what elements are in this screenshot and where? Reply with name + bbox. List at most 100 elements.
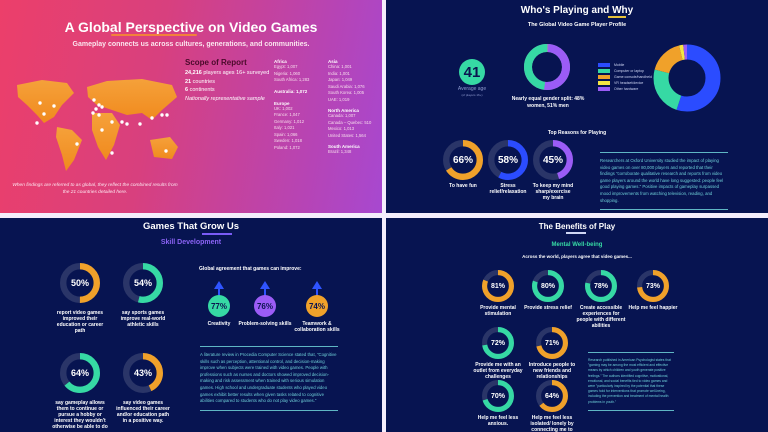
- ring-chart: [536, 380, 568, 412]
- ring-label: Introduce people to new friends and rela…: [528, 362, 576, 380]
- percent-ring: 45%: [533, 140, 573, 180]
- up-arrow-icon: [260, 281, 270, 289]
- percent-ring: 66%: [443, 140, 483, 180]
- scope-heading: Scope of Report: [185, 58, 247, 67]
- ring-percent: 50%: [70, 278, 89, 288]
- ring-fill: [536, 327, 568, 359]
- ring-label: say video games influenced their career …: [116, 400, 170, 424]
- oxford-paragraph: Researchers at Oxford University studied…: [600, 152, 728, 211]
- whos-playing-panel: Who's Playing and Why The Global Video G…: [386, 0, 768, 213]
- region-list-left: Africa Egypt: 1,007 Nigeria: 1,060 South A…: [274, 59, 326, 151]
- legend-swatch: [598, 63, 610, 67]
- ring-fill: [482, 270, 514, 302]
- percent-ring: 71%: [536, 327, 568, 359]
- ring-chart: [123, 263, 163, 303]
- panel-title: The Benefits of Play: [538, 222, 616, 231]
- players-text: players ages 16+ surveyed: [203, 70, 270, 76]
- scope-of-report: Scope of Report 24,216 players ages 16+ …: [185, 58, 270, 103]
- legend-label: Other hardware: [614, 87, 639, 91]
- map-north-america: [17, 80, 74, 123]
- ring-label: say gameplay allows them to continue or …: [52, 400, 108, 430]
- continents-text: continents: [189, 87, 215, 93]
- agreement-heading: Global agreement that games can improve:: [199, 266, 302, 272]
- gender-men-segment: [524, 44, 570, 90]
- ring-fill: [532, 270, 564, 302]
- ring-percent: 43%: [133, 368, 152, 378]
- legend-swatch: [598, 69, 610, 73]
- panel-title: Who's Playing and Why: [520, 5, 634, 16]
- ring-percent: 81%: [490, 282, 505, 290]
- region-europe: Europe UK: 1,002 France: 1,047 Germany: 1,…: [274, 100, 305, 150]
- average-age-label: Average age: [457, 86, 487, 92]
- percent-ring: 73%: [637, 270, 669, 302]
- ring-label: Help me feel happier: [628, 305, 678, 311]
- ring-fill: [533, 140, 573, 180]
- country-markers: [35, 98, 169, 155]
- legend-swatch: [598, 87, 610, 91]
- skill-label: Creativity: [207, 321, 231, 327]
- skill-percent-badge: 77%: [208, 295, 230, 317]
- legend-swatch: [598, 81, 610, 85]
- skill-label: Teamwork & collaboration skills: [294, 321, 340, 333]
- footnote: When findings are referred to as global,…: [12, 183, 178, 195]
- device-segment-4: [653, 44, 721, 112]
- device-legend: Mobile Computer or laptop Game console/han…: [598, 62, 652, 92]
- gender-women-segment: [524, 44, 570, 90]
- ring-percent: 54%: [133, 278, 152, 288]
- panel-title: A Global Perspective on Video Games: [64, 19, 318, 35]
- title-underline: [566, 232, 586, 234]
- device-segment-1: [653, 44, 721, 112]
- percent-ring: 80%: [532, 270, 564, 302]
- percent-ring: 78%: [585, 270, 617, 302]
- ring-chart: [488, 140, 528, 180]
- percent-ring: 54%: [123, 263, 163, 303]
- map-australia: [150, 137, 178, 159]
- ring-percent: 80%: [540, 282, 555, 290]
- ring-label: Help me feel less anxious.: [477, 415, 519, 427]
- ring-label: To have fun: [449, 183, 477, 189]
- title-underline: [608, 16, 626, 18]
- ring-percent: 70%: [490, 392, 505, 400]
- ring-fill: [488, 140, 528, 180]
- legend-label: Game console/handheld: [614, 75, 652, 79]
- panel-subtitle: The Global Video Game Player Profile: [527, 22, 627, 28]
- world-map: [17, 79, 178, 171]
- sample-text: Nationally representative sample: [185, 95, 265, 102]
- ring-label: Provide mental stimulation: [480, 305, 516, 317]
- ring-percent: 78%: [593, 282, 608, 290]
- panel-title: Games That Grow Us: [142, 221, 240, 232]
- ring-label: To keep my mind sharp/exercise my brain: [532, 183, 574, 201]
- ring-chart: [60, 263, 100, 303]
- percent-ring: 64%: [60, 353, 100, 393]
- percent-ring: 70%: [482, 380, 514, 412]
- map-south-america: [56, 127, 82, 171]
- percent-ring: 81%: [482, 270, 514, 302]
- ring-percent: 58%: [497, 154, 518, 166]
- ring-fill: [123, 353, 163, 393]
- continents-count: 6: [185, 87, 189, 93]
- ring-label: Provide stress relief: [524, 305, 572, 311]
- percent-ring: 64%: [536, 380, 568, 412]
- ring-label: Stress relief/relaxation: [489, 183, 527, 195]
- ring-fill: [536, 380, 568, 412]
- countries-count: 21: [185, 78, 192, 85]
- arrow-stem: [264, 288, 266, 296]
- map-europe-asia: [87, 79, 177, 120]
- panel-subtitle: Mental Well-being: [551, 242, 603, 248]
- ring-chart: [482, 380, 514, 412]
- ring-label: Create accessible experiences for people…: [576, 305, 626, 329]
- region-list-right: Asia China: 1,001 India: 1,001 Japan: 1,04…: [328, 59, 380, 156]
- ring-label: Provide me with an outlet from everyday …: [473, 362, 523, 380]
- region-north-america: North America Canada: 1,007 Canada – Queb…: [328, 108, 372, 138]
- countries-text: countries: [192, 78, 215, 85]
- ring-chart: [482, 327, 514, 359]
- ring-percent: 72%: [490, 339, 505, 347]
- arrow-stem: [316, 288, 318, 296]
- games-grow-us-panel: Games That Grow Us Skill Development 50%…: [0, 218, 382, 432]
- skill-label: Problem-solving skills: [238, 321, 292, 327]
- region-africa: Africa Egypt: 1,007 Nigeria: 1,060 South A…: [274, 59, 310, 82]
- title-underline: [202, 233, 232, 235]
- gender-donut-chart: [524, 44, 570, 90]
- ring-chart: [60, 353, 100, 393]
- ring-percent: 64%: [70, 368, 89, 378]
